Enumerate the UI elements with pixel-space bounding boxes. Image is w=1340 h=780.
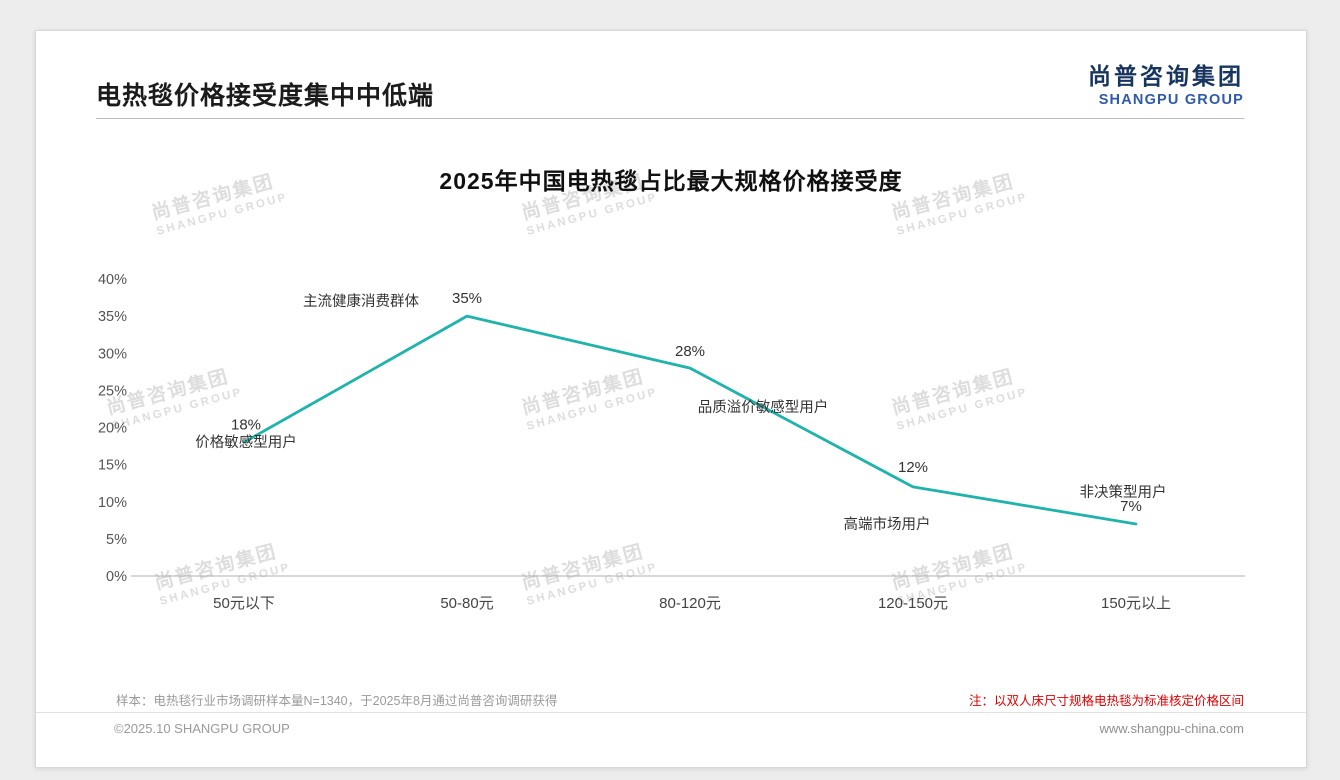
website-url: www.shangpu-china.com [1099,721,1244,736]
logo: 尚普咨询集团 SHANGPU GROUP [1088,57,1244,108]
bottom-divider [36,712,1306,713]
title-divider [96,118,1244,119]
annotation: 价格敏感型用户 [195,434,297,451]
y-axis-label: 15% [98,458,127,474]
logo-chinese-text: 尚普咨询集团 [1088,63,1244,89]
chart-title: 2025年中国电热毯占比最大规格价格接受度 [439,168,903,194]
x-axis-label: 80-120元 [659,595,721,612]
data-label: 28% [675,343,705,360]
data-label: 12% [898,459,928,476]
x-axis-label: 50元以下 [213,595,275,612]
chart-svg: 40% 35% 30% 25% 20% 15% 10% 5% 0% 18% 35% 28% 12% 7% 价… [98,272,1245,612]
annotation: 非决策型用户 [1080,484,1167,501]
sample-note: 样本：电热毯行业市场调研样本量N=1340，于2025年8月通过尚普咨询调研获得 [116,694,558,708]
logo-english-text: SHANGPU GROUP [1098,92,1244,108]
y-axis-label: 40% [98,272,127,288]
x-axis-label: 150元以上 [1101,595,1171,612]
page-title: 电热毯价格接受度集中中低端 [96,82,435,110]
y-axis-label: 20% [98,421,127,437]
y-axis-label: 5% [106,532,127,548]
line-chart: 40% 35% 30% 25% 20% 15% 10% 5% 0% 18% 35% 28% 12% 7% 价… [89,263,1259,623]
y-axis-label: 35% [98,309,127,325]
slide: 尚普咨询集团 SHANGPU GROUP 尚普咨询集团 SHANGPU GROUP 尚普… [35,30,1307,768]
annotation: 品质溢价敏感型用户 [698,399,829,416]
y-axis-label: 0% [106,569,127,585]
y-axis-label: 10% [98,495,127,511]
annotation: 高端市场用户 [844,516,931,533]
x-axis-label: 120-150元 [878,595,948,612]
line-series [242,314,1138,526]
data-label: 18% [231,416,261,433]
annotation: 主流健康消费群体 [303,293,419,310]
data-label: 35% [452,290,482,307]
price-range-note: 注：以双人床尺寸规格电热毯为标准核定价格区间 [968,694,1244,708]
data-label: 7% [1120,498,1142,515]
x-axis-label: 50-80元 [440,595,493,612]
y-axis-label: 25% [98,383,127,399]
copyright: ©2025.10 SHANGPU GROUP [114,721,290,736]
y-axis-label: 30% [98,346,127,362]
